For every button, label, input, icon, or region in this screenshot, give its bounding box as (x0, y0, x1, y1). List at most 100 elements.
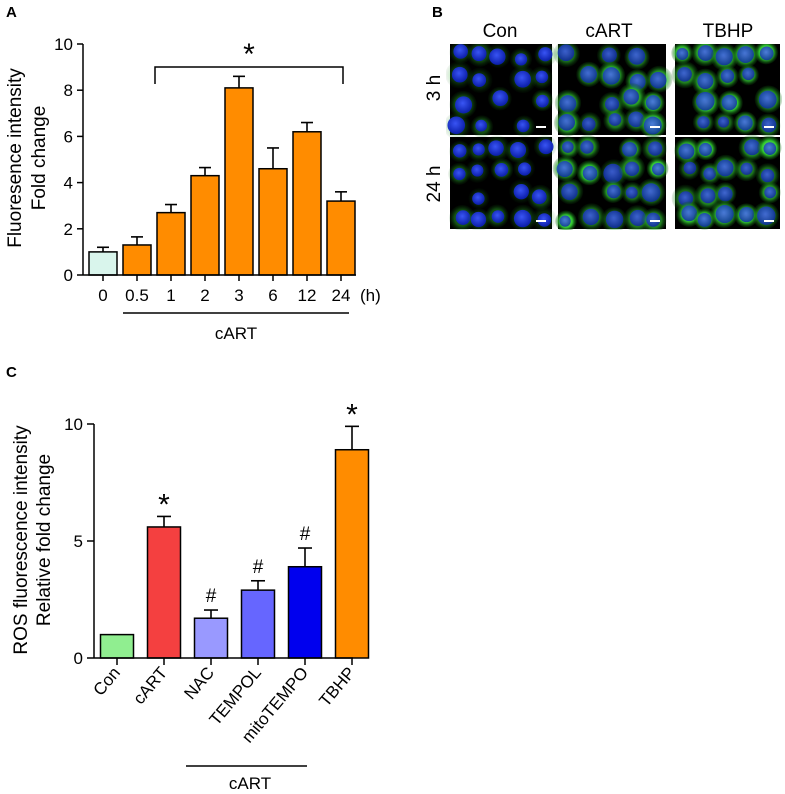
chart-a-x-tick-label: 2 (200, 286, 209, 305)
cell-nucleus (513, 209, 532, 228)
cell-nucleus (697, 116, 710, 129)
cell-nucleus (472, 192, 485, 205)
cell-nucleus (761, 117, 777, 133)
cell-nucleus (453, 44, 469, 59)
cell-nucleus (537, 213, 552, 227)
chart-c-x-tick-label: cART (129, 663, 171, 708)
cell-nucleus (737, 46, 754, 63)
cell-nucleus (742, 67, 755, 81)
chart-c-y-ticks: 0 5 10 (64, 415, 94, 668)
cell-nucleus (606, 184, 621, 199)
chart-c-y-tick-label: 5 (74, 532, 83, 551)
cell-nucleus (648, 141, 663, 156)
cell-nucleus (700, 188, 716, 204)
cell-nucleus (698, 142, 712, 156)
cell-nucleus (455, 96, 473, 114)
cell-nucleus (488, 140, 504, 156)
cell-nucleus (717, 116, 730, 128)
cell-nucleus (536, 94, 549, 108)
panel-letter-c: C (6, 364, 17, 381)
chart-a-y-tick-label: 6 (64, 127, 73, 146)
chart-a-bars (88, 75, 356, 276)
cell-nucleus (643, 116, 662, 135)
cell-nucleus (737, 115, 753, 131)
chart-c-significance-star: * (158, 488, 170, 521)
cell-nucleus (645, 95, 661, 110)
panel-letter-b: B (432, 4, 443, 21)
cell-nucleus (697, 45, 714, 61)
micro-col-con: Con (483, 21, 518, 42)
cell-nucleus (581, 117, 596, 131)
cell-nucleus (715, 205, 734, 224)
micrograph-tile (446, 44, 557, 140)
cell-nucleus (557, 44, 575, 62)
chart-c-significance-hash: # (253, 557, 264, 578)
cell-nucleus (561, 183, 578, 201)
chart-a-x-tick-label: 0 (98, 286, 107, 305)
chart-c-y-tick-label: 10 (64, 415, 83, 434)
cell-nucleus (580, 66, 597, 83)
cell-nucleus (492, 90, 509, 107)
cell-nucleus (559, 95, 577, 113)
cell-nucleus (538, 47, 553, 62)
cell-nucleus (518, 162, 532, 176)
chart-a-y-tick-label: 8 (64, 81, 73, 100)
cell-nucleus (510, 141, 527, 158)
cell-nucleus (738, 206, 755, 223)
chart-a-group-label: cART (215, 324, 257, 343)
cell-nucleus (649, 71, 667, 89)
chart-a-y-label-line2: Fold change (29, 106, 50, 211)
cell-nucleus (582, 165, 598, 181)
cell-nucleus (740, 162, 753, 175)
chart-a-significance-star: * (243, 38, 255, 71)
chart-c-y-label-line1: ROS fluorescence intensity (11, 425, 32, 655)
cell-nucleus (472, 143, 485, 156)
cell-nucleus (516, 119, 530, 133)
cell-nucleus (608, 113, 622, 126)
micro-col-tbhp: TBHP (703, 21, 754, 42)
cell-nucleus (744, 139, 761, 156)
cell-nucleus (625, 186, 638, 199)
cell-nucleus (683, 161, 697, 175)
cell-nucleus (531, 189, 547, 205)
chart-a-y-tick-label: 10 (54, 35, 73, 54)
cell-nucleus (764, 186, 777, 199)
chart-c-significance-star: * (346, 398, 358, 431)
cell-nucleus (760, 168, 775, 183)
cell-nucleus (602, 67, 621, 85)
chart-c-bar (240, 589, 276, 659)
chart-c-group-label: cART (229, 774, 271, 793)
cell-nucleus (678, 143, 695, 160)
cell-nucleus (562, 141, 574, 153)
chart-a-y-tick-label: 4 (64, 174, 73, 193)
cell-nucleus (697, 212, 712, 227)
micrograph-tile (552, 134, 669, 230)
cell-nucleus (758, 90, 777, 109)
cell-nucleus (582, 208, 600, 226)
cell-nucleus (605, 210, 624, 229)
cell-nucleus (535, 70, 549, 84)
cell-nucleus (715, 48, 733, 66)
chart-a-bar (122, 244, 152, 276)
micrograph-tile (671, 44, 782, 138)
chart-c-bar (287, 565, 323, 659)
cell-nucleus (716, 159, 734, 177)
cell-nucleus (556, 160, 573, 178)
chart-a-x-tick-label: 24 (332, 286, 351, 305)
cell-nucleus (641, 183, 661, 202)
chart-c-x-tick-label: Con (89, 663, 124, 699)
cell-nucleus (628, 47, 646, 65)
chart-a-x-tick-label: 3 (234, 286, 243, 305)
cell-nucleus (514, 70, 532, 88)
micro-images (446, 44, 782, 230)
cell-nucleus (721, 94, 738, 111)
chart-a-y-label-line1: Fluoresence intensity (5, 68, 26, 248)
cell-nucleus (491, 210, 505, 223)
chart-c-bars: * # # # * (99, 398, 370, 659)
chart-a-x-tick-label: 12 (298, 286, 317, 305)
cell-nucleus (471, 164, 484, 177)
cell-nucleus (757, 206, 776, 225)
cell-nucleus (646, 212, 661, 227)
